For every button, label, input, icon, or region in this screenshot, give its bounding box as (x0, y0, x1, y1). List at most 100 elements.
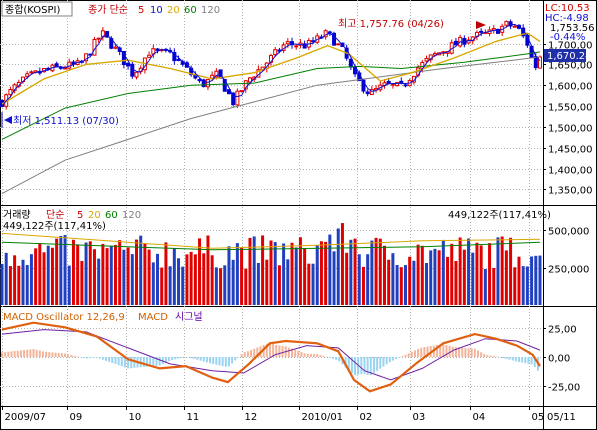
candle-body (8, 89, 13, 96)
macd-histogram-bar (227, 357, 230, 367)
volume-bar (139, 235, 143, 305)
candle-body (365, 91, 370, 95)
macd-histogram-bar (67, 354, 70, 357)
macd-histogram-bar (391, 357, 394, 361)
macd-histogram-bar (105, 357, 108, 361)
ma20-label: 20 (167, 5, 180, 16)
volume-bar (92, 249, 96, 305)
volume-ma20-line (1, 232, 541, 249)
macd-histogram-bar (95, 357, 98, 358)
volume-bar (378, 238, 382, 305)
macd-histogram-bar (256, 347, 259, 357)
volume-bar (277, 265, 281, 305)
macd-histogram-bar (231, 357, 234, 364)
volume-bar (504, 250, 508, 305)
macd-histogram-bar (89, 357, 92, 359)
volume-bar (25, 265, 29, 305)
candle-body (311, 40, 316, 43)
volume-bar (446, 256, 450, 305)
macd-histogram-bar (177, 357, 180, 359)
volume-bar (303, 247, 307, 305)
volume-bar (353, 238, 357, 305)
ma120-line (1, 56, 541, 195)
volume-bar (441, 239, 445, 305)
macd-histogram-bar (477, 350, 480, 357)
volume-bar (425, 263, 429, 305)
volume-bar (517, 256, 521, 305)
price-y-tick: 1,350,00 (548, 186, 593, 197)
volume-bar (227, 246, 231, 305)
macd-histogram-bar (436, 345, 439, 357)
volume-bar (534, 255, 538, 305)
macd-histogram-bar (316, 353, 319, 357)
macd-histogram-bar (98, 357, 101, 359)
candle-body (201, 79, 206, 88)
candle-body (495, 28, 500, 34)
macd-histogram-bar (521, 357, 524, 363)
macd-histogram-bar (385, 357, 388, 365)
candle-body (504, 20, 509, 26)
macd-histogram-bar (60, 353, 63, 357)
axes: 1,700,00 1,650,00 1,600,00 1,550,00 1,500,00… (2, 41, 593, 423)
volume-bar (256, 262, 260, 305)
macd-histogram-bar (268, 342, 271, 357)
macd-histogram-bar (180, 357, 183, 358)
price-group-label: 종가 단순 (88, 4, 128, 16)
volume-bar (202, 253, 206, 305)
macd-histogram-bar (171, 357, 174, 361)
vol-ma120-label: 120 (122, 210, 141, 221)
last-price-label: 1,670.24 (547, 51, 592, 62)
volume-bar (488, 243, 492, 305)
volume-bar (67, 265, 71, 305)
candle-body (29, 71, 34, 74)
macd-histogram-bar (505, 357, 508, 359)
volume-bar (76, 244, 80, 305)
volume-bar (496, 237, 500, 305)
macd-histogram-bar (111, 357, 114, 363)
volume-bar (156, 253, 160, 305)
macd-histogram-bar (13, 351, 16, 357)
info-price: 1,753.56 (550, 23, 595, 34)
candle-body (96, 37, 101, 40)
volume-bar (298, 237, 302, 305)
candle-body (294, 45, 299, 48)
candle-body (25, 73, 30, 78)
low-arrow-icon (4, 116, 12, 124)
price-y-tick: 1,700,00 (548, 41, 593, 52)
volume-bar (252, 236, 256, 305)
macd-histogram-bar (294, 349, 297, 357)
macd-histogram-bar (250, 350, 253, 357)
signal-line (1, 329, 541, 381)
macd-histogram-bar (218, 357, 221, 366)
volume-bar (240, 247, 244, 305)
macd-histogram-bar (29, 349, 32, 357)
volume-bar (193, 254, 197, 305)
volume-bar (404, 265, 407, 305)
volume-bar (189, 251, 193, 305)
volume-bar (437, 250, 441, 305)
macd-histogram-bar (344, 357, 347, 368)
info-lc: LC:10.53 (545, 3, 590, 14)
volume-bar (475, 242, 479, 305)
candle-body (290, 41, 295, 46)
macd-histogram-bar (467, 348, 470, 357)
volume-bar (97, 258, 101, 305)
volume-y-tick: 250,000 (548, 265, 589, 276)
macd-histogram-bar (410, 351, 413, 357)
macd-histogram-bar (483, 354, 486, 357)
volume-bar (273, 242, 277, 305)
candle-body (58, 66, 63, 69)
volume-bar (509, 237, 513, 305)
volume-bar (311, 263, 315, 305)
volume-bar (84, 242, 88, 305)
macd-histogram-bar (338, 357, 341, 362)
volume-bar (336, 228, 340, 305)
macd-histogram-bar (92, 357, 95, 358)
macd-histogram-bar (114, 357, 117, 365)
ma60-line (1, 51, 541, 140)
x-axis-label: 04 (473, 412, 486, 423)
volume-bar (113, 244, 117, 305)
macd-histogram-bar (224, 357, 227, 367)
macd-histogram-bar (133, 357, 136, 368)
